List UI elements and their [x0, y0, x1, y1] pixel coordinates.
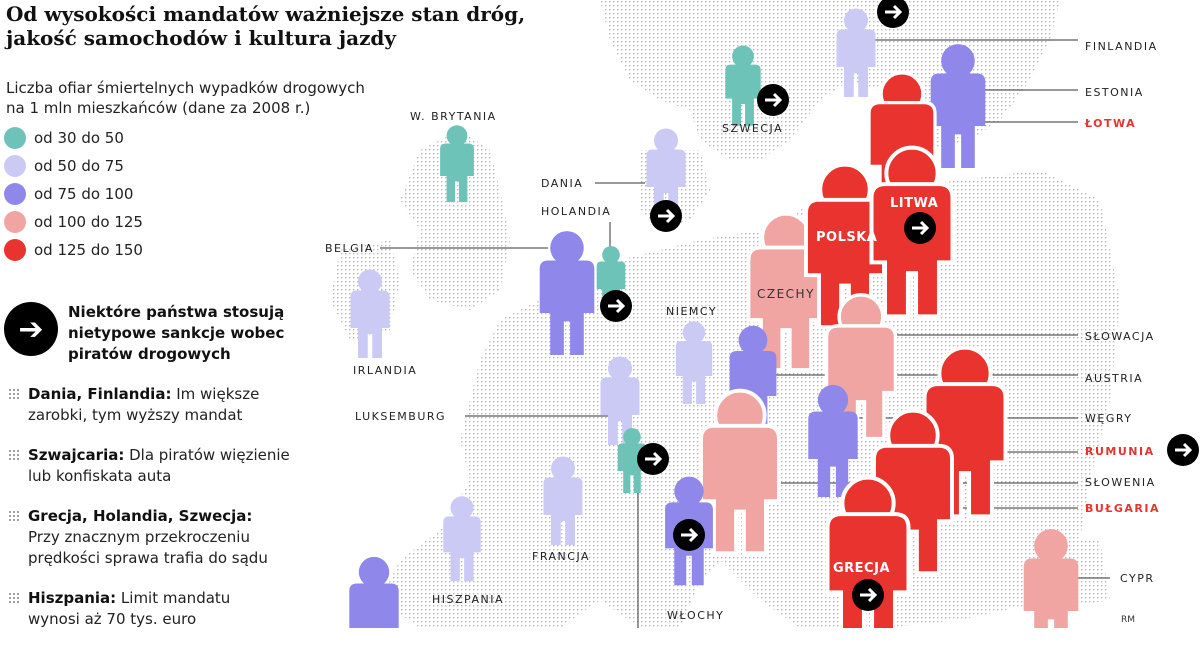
legend-label: od 30 do 50	[34, 129, 124, 147]
figure-portugalia	[349, 556, 399, 628]
note-item: Hiszpania: Limit mandatu wynosi aż 70 ty…	[4, 588, 290, 630]
sanctions-header: ➔ Niektóre państwa stosują nietypowe san…	[4, 302, 284, 365]
legend: od 30 do 50 od 50 do 75 od 75 do 100 od …	[4, 124, 143, 264]
legend-swatch	[4, 239, 26, 261]
note-text: lub konfiskata auta	[28, 467, 172, 485]
legend-item: od 100 do 125	[4, 208, 143, 236]
label-polska: POLSKA	[816, 230, 877, 245]
legend-item: od 50 do 75	[4, 152, 143, 180]
dotted-bullet-icon	[8, 592, 20, 604]
note-item: Grecja, Holandia, Szwecja: Przy znacznym…	[4, 506, 290, 569]
arrow-icon-grecja	[852, 579, 884, 611]
arrow-icon-szwajcaria	[637, 443, 669, 475]
label-slowenia: SŁOWENIA	[1085, 476, 1156, 489]
sanctions-line-1: Niektóre państwa stosują	[68, 303, 285, 321]
label-czechy: CZECHY	[757, 287, 815, 301]
arrow-icon-wlochy	[673, 519, 705, 551]
legend-swatch	[4, 183, 26, 205]
label-lotwa: ŁOTWA	[1084, 117, 1136, 130]
note-text: Im większe	[171, 385, 260, 403]
arrow-icon-holandia	[600, 290, 632, 322]
subtitle: Liczba ofiar śmiertelnych wypadków drogo…	[6, 78, 365, 118]
label-slowacja: SŁOWACJA	[1085, 330, 1155, 343]
note-text: zarobki, tym wyższy mandat	[28, 406, 243, 424]
label-finlandia: FINLANDIA	[1085, 40, 1158, 53]
label-hiszpania: HISZPANIA	[432, 593, 504, 606]
arrow-icon-dania	[650, 200, 682, 232]
label-estonia: ESTONIA	[1085, 86, 1144, 99]
arrow-icon-szwecja	[757, 84, 789, 116]
label-luksemburg: LUKSEMBURG	[355, 410, 446, 423]
page-title: Od wysokości mandatów ważniejsze stan dr…	[6, 2, 525, 50]
title-line-1: Od wysokości mandatów ważniejsze stan dr…	[6, 2, 526, 26]
subtitle-line-2: na 1 mln mieszkańców (dane za 2008 r.)	[6, 99, 311, 117]
legend-item: od 75 do 100	[4, 180, 143, 208]
note-item: Dania, Finlandia: Im większe zarobki, ty…	[4, 384, 290, 426]
note-text: wynosi aż 70 tys. euro	[28, 610, 197, 628]
label-rumunia: RUMUNIA	[1085, 445, 1155, 458]
dotted-bullet-icon	[8, 449, 20, 461]
label-wlochy: WŁOCHY	[667, 609, 724, 622]
legend-label: od 50 do 75	[34, 157, 124, 175]
note-item: Szwajcaria: Dla piratów więzienie lub ko…	[4, 445, 290, 487]
legend-label: od 125 do 150	[34, 241, 143, 259]
label-bulgaria: BUŁGARIA	[1085, 502, 1160, 515]
note-text: prędkości sprawa trafia do sądu	[28, 549, 268, 567]
sanction-markers	[600, 0, 1199, 611]
sanctions-line-2: nietypowe sankcje wobec	[68, 324, 285, 342]
label-francja: FRANCJA	[532, 550, 590, 563]
label-dania: DANIA	[541, 177, 583, 190]
label-austria: AUSTRIA	[1085, 372, 1143, 385]
title-line-2: jakość samochodów i kultura jazdy	[6, 26, 397, 50]
legend-swatch	[4, 127, 26, 149]
note-text: Limit mandatu	[116, 589, 231, 607]
label-cypr: CYPR	[1120, 572, 1154, 585]
label-wegry: WĘGRY	[1085, 412, 1133, 425]
label-holandia: HOLANDIA	[541, 205, 611, 218]
arrow-icon-finlandia	[877, 0, 909, 28]
note-countries: Dania, Finlandia:	[28, 385, 172, 403]
sanction-notes: Dania, Finlandia: Im większe zarobki, ty…	[4, 384, 290, 649]
dotted-bullet-icon	[8, 388, 20, 400]
label-szwecja: SZWECJA	[722, 122, 783, 135]
label-belgia: BELGIA	[325, 242, 374, 255]
legend-label: od 100 do 125	[34, 213, 143, 231]
note-countries: Szwajcaria:	[28, 446, 125, 464]
sanctions-line-3: piratów drogowych	[68, 345, 231, 363]
label-litwa: LITWA	[890, 196, 938, 211]
europe-map: FINLANDIA ESTONIA ŁOTWA SZWECJA W. BRYTA…	[325, 0, 1199, 628]
note-countries: Grecja, Holandia, Szwecja:	[28, 507, 253, 525]
legend-swatch	[4, 211, 26, 233]
note-countries: Hiszpania:	[28, 589, 117, 607]
credit-label: RM	[1121, 615, 1135, 625]
legend-item: od 125 do 150	[4, 236, 143, 264]
country-labels: FINLANDIA ESTONIA ŁOTWA SZWECJA W. BRYTA…	[325, 40, 1160, 625]
subtitle-line-1: Liczba ofiar śmiertelnych wypadków drogo…	[6, 79, 365, 97]
label-irlandia: IRLANDIA	[353, 364, 417, 377]
label-grecja: GRECJA	[833, 561, 890, 576]
legend-item: od 30 do 50	[4, 124, 143, 152]
note-text: Dla piratów więzienie	[124, 446, 290, 464]
arrow-right-icon: ➔	[4, 302, 58, 356]
legend-swatch	[4, 155, 26, 177]
arrow-icon-litwa	[904, 212, 936, 244]
sanctions-text: Niektóre państwa stosują nietypowe sankc…	[68, 302, 284, 365]
note-text: Przy znacznym przekroczeniu	[28, 528, 250, 546]
label-w-brytania: W. BRYTANIA	[410, 110, 497, 123]
arrow-icon-rumunia	[1167, 434, 1199, 466]
legend-label: od 75 do 100	[34, 185, 134, 203]
dotted-bullet-icon	[8, 510, 20, 522]
label-niemcy: NIEMCY	[666, 305, 717, 318]
